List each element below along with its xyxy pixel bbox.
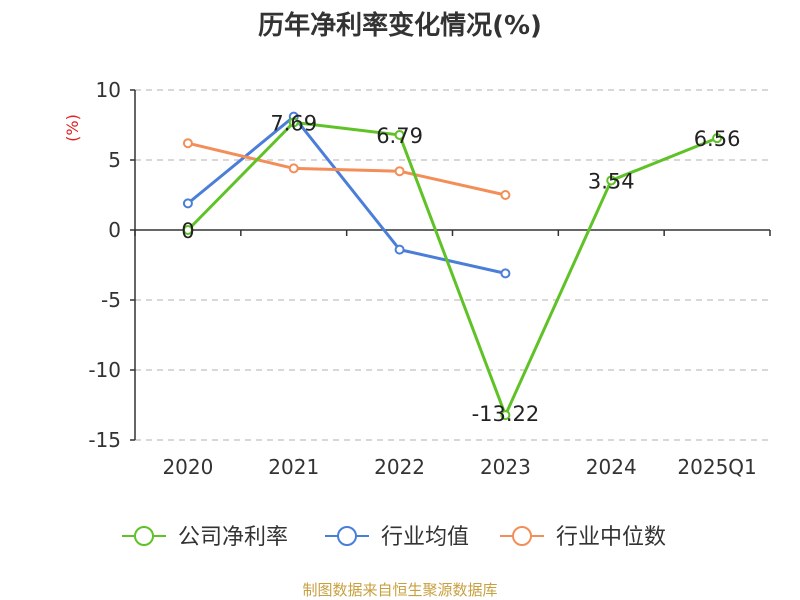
data-point	[182, 138, 193, 149]
x-tick-label: 2022	[374, 455, 425, 479]
data-point	[288, 163, 299, 174]
x-tick-label: 2025Q1	[677, 455, 756, 479]
data-point	[500, 410, 511, 421]
data-label: 7.69	[270, 111, 317, 135]
data-point	[288, 117, 299, 128]
grid-lines	[135, 89, 770, 441]
data-point	[606, 175, 617, 186]
y-tick-label: 5	[108, 148, 121, 172]
y-tick-label: -10	[88, 358, 121, 382]
data-label: 6.79	[376, 124, 423, 148]
y-tick-label: -5	[101, 288, 121, 312]
legend-marker	[134, 526, 154, 546]
y-tick-label: 0	[108, 218, 121, 242]
series-layer	[182, 111, 723, 421]
data-point	[500, 190, 511, 200]
data-labels: 0 7.69 6.79 -13.22 3.54 6.56	[181, 111, 740, 426]
x-tick-label: 2024	[586, 455, 637, 479]
series-line	[186, 120, 718, 417]
chart-title: 历年净利率变化情况(%)	[258, 10, 542, 41]
data-label: 6.56	[694, 127, 741, 151]
data-label: -13.22	[472, 402, 540, 426]
axes: 10 5 0 -5 -10 -15 2020 2021 2022 2023 2024 2025Q1	[88, 78, 771, 479]
data-point	[712, 133, 723, 144]
x-tick-label: 2021	[268, 455, 319, 479]
legend-marker	[337, 526, 357, 546]
x-tick-label: 2023	[480, 455, 531, 479]
data-label: 3.54	[588, 169, 635, 193]
source-note: 制图数据来自恒生聚源数据库	[302, 581, 497, 599]
x-tick-label: 2020	[162, 455, 213, 479]
y-axis-unit-label: (%)	[63, 114, 82, 142]
data-point	[394, 244, 405, 255]
data-point	[182, 198, 193, 209]
series-line	[187, 141, 506, 197]
data-point	[500, 268, 511, 279]
legend: 公司净利率 行业均值 行业中位数	[122, 525, 666, 550]
legend-label: 行业中位数	[556, 525, 666, 550]
data-point	[394, 166, 405, 177]
legend-label: 行业均值	[381, 525, 469, 550]
y-tick-label: -15	[88, 428, 121, 452]
series-line	[186, 115, 506, 275]
data-point	[182, 225, 193, 235]
legend-marker	[512, 526, 532, 546]
y-tick-label: 10	[96, 78, 121, 102]
legend-label: 公司净利率	[178, 525, 288, 550]
data-point	[394, 129, 405, 140]
data-label: 0	[181, 219, 194, 243]
